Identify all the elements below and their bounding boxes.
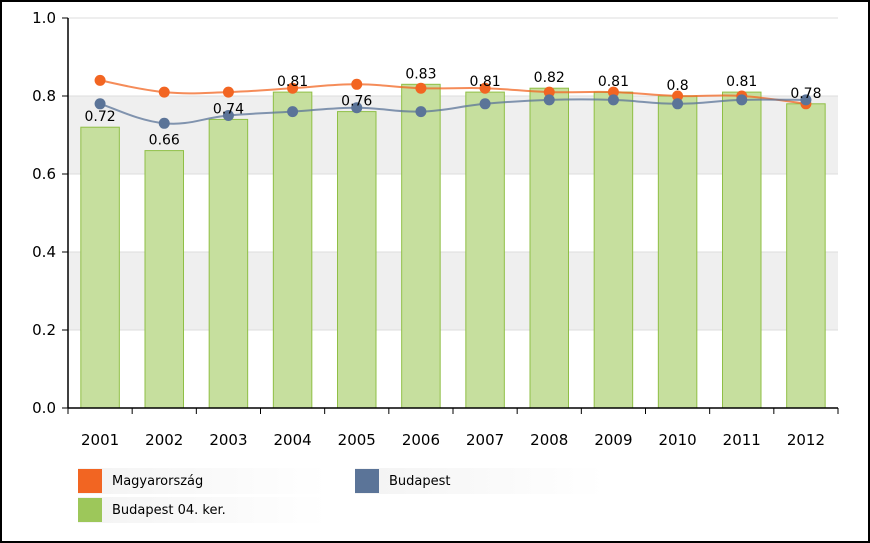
bar-2005 — [337, 111, 377, 409]
x-tick-label-2001: 2001 — [81, 431, 119, 449]
x-tick-label-2004: 2004 — [273, 431, 311, 449]
point-series-0-2001 — [94, 74, 106, 86]
x-tick-label-2003: 2003 — [209, 431, 247, 449]
bar-2011 — [722, 91, 762, 409]
point-series-0-2006 — [415, 82, 427, 94]
point-series-0-2002 — [158, 86, 170, 98]
point-series-0-2005 — [351, 78, 363, 90]
x-tick-label-2011: 2011 — [723, 431, 761, 449]
point-series-1-2012 — [800, 94, 812, 106]
data-label-2005: 0.76 — [341, 94, 372, 110]
y-tick-label-0.8: 0.8 — [32, 87, 56, 105]
data-label-2006: 0.83 — [405, 66, 436, 82]
bar-2010 — [657, 95, 698, 409]
legend-label-magyarorszag: Magyarország — [112, 473, 204, 489]
bar-2004 — [272, 91, 313, 409]
data-label-2010: 0.8 — [666, 78, 688, 94]
point-series-0-2008 — [543, 86, 555, 98]
data-label-2011: 0.81 — [726, 74, 757, 90]
point-series-1-2005 — [351, 102, 363, 114]
legend-label-budapest: Budapest — [389, 473, 451, 489]
legend-swatch-budapest — [355, 469, 379, 493]
line-series-1 — [99, 98, 806, 125]
x-tick-label-2008: 2008 — [530, 431, 568, 449]
x-tick-label-2006: 2006 — [402, 431, 440, 449]
point-series-1-2001 — [94, 98, 106, 110]
x-tick-label-2007: 2007 — [466, 431, 504, 449]
point-series-1-2010 — [672, 98, 684, 110]
legend-swatch-budapest-04-ker — [78, 498, 102, 522]
data-label-2012: 0.78 — [790, 86, 821, 102]
point-series-0-2007 — [479, 82, 491, 94]
y-tick-label-0.2: 0.2 — [32, 321, 56, 339]
bar-2007 — [465, 91, 505, 409]
point-series-0-2003 — [222, 86, 234, 98]
data-label-2003: 0.74 — [213, 101, 244, 117]
bar-2012 — [786, 103, 826, 409]
grid-band — [68, 252, 838, 330]
point-series-0-2004 — [287, 82, 299, 94]
y-tick-label-0.0: 0.0 — [32, 399, 56, 417]
point-series-1-2011 — [736, 94, 748, 106]
point-series-0-2009 — [607, 86, 619, 98]
data-label-2001: 0.72 — [84, 109, 115, 125]
point-series-0-2010 — [672, 90, 684, 102]
legend-item-budapest[interactable]: Budapest — [355, 468, 605, 494]
line-series-0 — [99, 79, 807, 105]
x-tick-label-2009: 2009 — [594, 431, 632, 449]
bar-2001 — [80, 126, 120, 409]
bar-2003 — [208, 118, 249, 409]
legend-item-magyarorszag[interactable]: Magyarország — [78, 468, 328, 494]
point-series-1-2006 — [415, 106, 427, 118]
legend-swatch-magyarorszag — [78, 469, 102, 493]
point-series-1-2008 — [543, 94, 555, 106]
point-series-1-2003 — [222, 110, 234, 121]
legend-item-budapest-04-ker[interactable]: Budapest 04. ker. — [78, 497, 328, 523]
legend-label-budapest-04-ker: Budapest 04. ker. — [112, 502, 226, 518]
point-series-1-2004 — [287, 106, 299, 118]
data-label-2008: 0.82 — [534, 70, 565, 86]
bar-2006 — [401, 83, 441, 409]
bar-2009 — [593, 91, 634, 409]
point-series-1-2002 — [158, 117, 170, 129]
data-label-2004: 0.81 — [277, 74, 308, 90]
y-tick-label-0.4: 0.4 — [32, 243, 56, 261]
x-tick-label-2010: 2010 — [658, 431, 696, 449]
x-tick-label-2005: 2005 — [338, 431, 376, 449]
data-label-2007: 0.81 — [469, 74, 500, 90]
point-series-1-2007 — [479, 98, 491, 110]
bar-2008 — [529, 87, 569, 409]
x-tick-label-2002: 2002 — [145, 431, 183, 449]
y-tick-label-0.6: 0.6 — [32, 165, 56, 183]
y-tick-label-1.0: 1.0 — [32, 9, 56, 27]
point-series-1-2009 — [607, 94, 619, 106]
data-label-2009: 0.81 — [598, 74, 629, 90]
x-tick-label-2012: 2012 — [787, 431, 825, 449]
data-label-2002: 0.66 — [149, 133, 180, 149]
bar-2002 — [144, 150, 184, 409]
